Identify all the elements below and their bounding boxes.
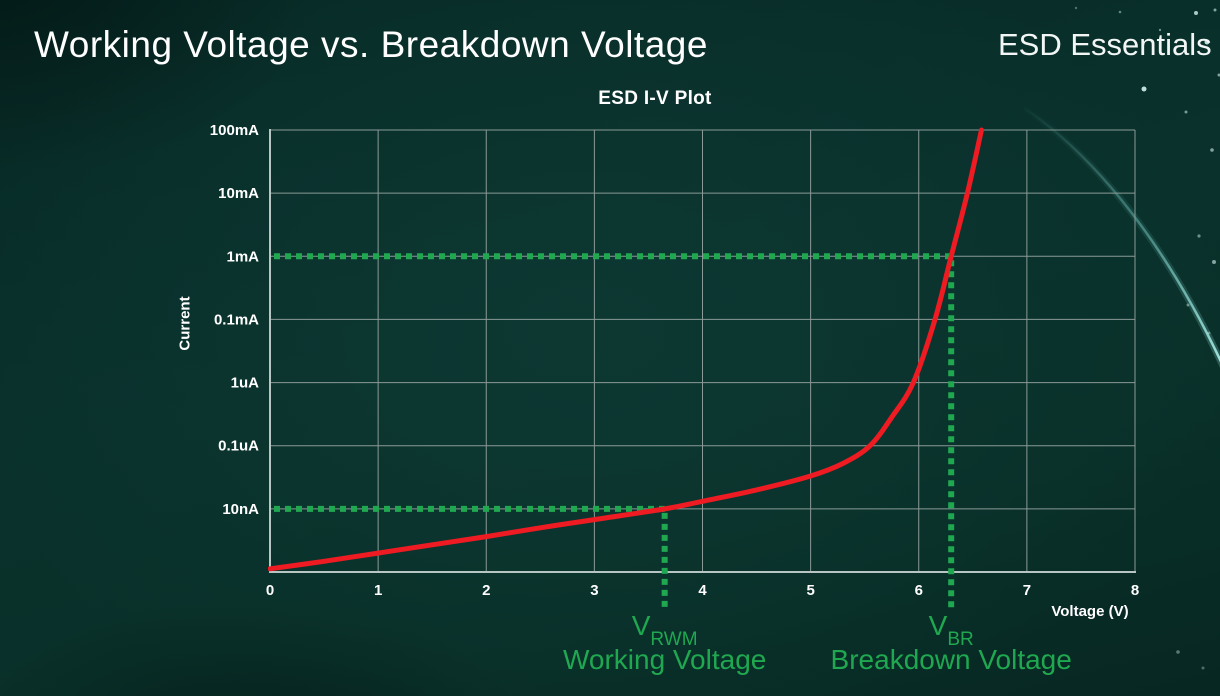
vbr-label: VBR [928,610,974,650]
svg-text:8: 8 [1131,582,1139,599]
svg-text:10nA: 10nA [222,501,259,518]
svg-text:5: 5 [806,582,814,599]
annotation-dotted-lines [274,253,955,610]
vbr-symbol: V [928,610,948,641]
chart-title: ESD I-V Plot [598,88,712,109]
svg-text:10mA: 10mA [218,185,259,202]
brand-logo: ESD Essentials [998,27,1212,62]
svg-text:4: 4 [698,582,707,599]
svg-text:0: 0 [266,582,274,599]
y-axis-label: Current [176,296,194,351]
svg-text:1mA: 1mA [226,248,259,265]
working-voltage-caption: Working Voltage [562,644,767,675]
svg-text:100mA: 100mA [210,122,259,139]
svg-text:6: 6 [915,582,923,599]
vrwm-subscript: RWM [650,628,698,650]
svg-text:7: 7 [1023,582,1031,599]
svg-text:0.1mA: 0.1mA [214,311,259,328]
svg-text:0.1uA: 0.1uA [218,438,259,455]
iv-curve [268,127,984,572]
vrwm-label: VRWM [631,610,698,650]
breakdown-voltage-caption: Breakdown Voltage [830,644,1072,675]
svg-text:1uA: 1uA [231,375,260,392]
page-title: Working Voltage vs. Breakdown Voltage [34,24,708,65]
chart-tick-labels: 0 1 2 3 4 5 6 7 8 100mA 10mA 1mA 0.1mA 1uA 0.1uA 10nA [210,122,1139,599]
chart-grid [269,129,1136,573]
vbr-subscript: BR [947,628,974,650]
x-axis-label: Voltage (V) [1051,603,1129,620]
svg-text:1: 1 [374,582,382,599]
svg-text:2: 2 [482,582,490,599]
svg-text:3: 3 [590,582,598,599]
vrwm-symbol: V [631,610,651,641]
